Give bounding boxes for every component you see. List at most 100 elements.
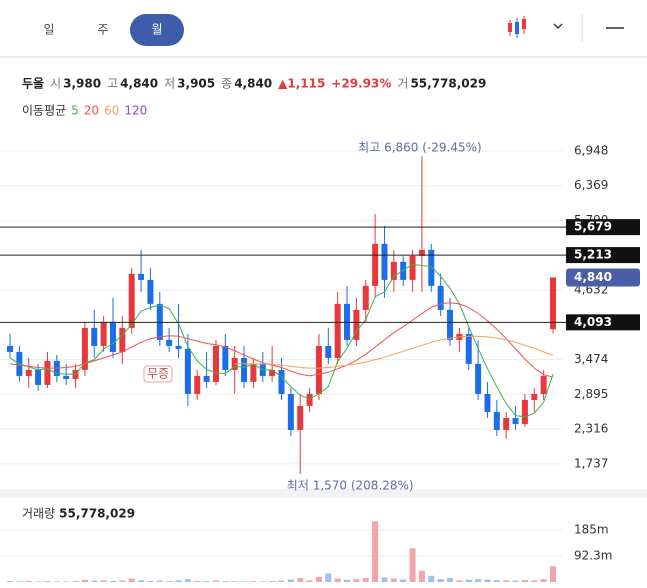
candle-body	[362, 285, 369, 310]
candle-body	[63, 375, 70, 379]
price-tag-label: 5,213	[574, 248, 612, 262]
volume-bar	[409, 548, 416, 582]
ma-legend: 20	[84, 104, 99, 118]
y-tick-label: 6,948	[574, 143, 608, 157]
candle-body	[35, 369, 42, 385]
candle-icon[interactable]	[508, 16, 526, 38]
y-tick-label: 2,895	[574, 387, 608, 401]
candle-body	[521, 399, 528, 424]
volume-bar	[287, 579, 294, 582]
ma-legend: 60	[104, 104, 119, 118]
stock-close: 4,840	[234, 77, 272, 91]
volume-tick-label: 185m	[574, 522, 609, 536]
volume-bar	[35, 581, 42, 582]
candle-body	[493, 411, 500, 430]
event-annotation-box	[143, 365, 173, 383]
candle-body	[325, 345, 332, 358]
volume-bar	[81, 579, 88, 582]
price-tag	[566, 219, 640, 236]
candle-body	[372, 243, 379, 286]
candle-body	[231, 357, 238, 370]
candle-body	[465, 333, 472, 364]
period-tab[interactable]: 월	[151, 23, 162, 37]
volume-bar	[390, 578, 397, 582]
volume-bar	[456, 580, 463, 582]
volume-bar	[250, 581, 257, 582]
volume-bar	[428, 575, 435, 582]
volume-bar	[72, 581, 79, 582]
candle-body	[306, 393, 313, 406]
event-annotation: 무증	[147, 367, 169, 381]
price-tag	[566, 247, 640, 264]
candle-body	[315, 345, 322, 394]
candle-body	[128, 273, 135, 328]
candle-body	[25, 369, 32, 376]
candle-body	[390, 261, 397, 280]
active-tab-bg	[130, 14, 184, 46]
period-tab[interactable]: 주	[97, 23, 108, 37]
pane-separator	[0, 489, 647, 498]
candle-body	[194, 375, 201, 394]
candle-body	[484, 393, 491, 412]
stock-open: 3,980	[63, 77, 101, 91]
candle-body	[184, 348, 191, 394]
price-tag-label: 4,093	[574, 315, 612, 329]
candle-body	[531, 393, 538, 400]
y-tick-label: 6,369	[574, 178, 608, 192]
candle-body	[512, 417, 519, 424]
volume-label: 거래량	[22, 507, 55, 521]
candle-body	[138, 273, 145, 280]
candle-body	[278, 369, 285, 394]
candle-body	[175, 345, 182, 349]
candle-body	[212, 345, 219, 382]
volume-bar	[372, 521, 379, 582]
volume-bar	[465, 579, 472, 582]
current-price-label: 4,840	[574, 270, 612, 284]
volume-bar	[53, 581, 60, 582]
candle-body	[147, 279, 154, 304]
volume-bar	[521, 580, 528, 582]
candle-body	[119, 327, 126, 352]
volume-bar	[184, 579, 191, 582]
stock-close-label: 종	[221, 77, 232, 91]
candle-body	[269, 369, 276, 376]
y-tick-label: 2,316	[574, 422, 608, 436]
stock-high: 4,840	[120, 77, 158, 91]
ma-line	[9, 263, 554, 418]
volume-bar	[194, 580, 201, 582]
volume-bar	[100, 580, 107, 582]
candle-body	[241, 357, 248, 382]
stock-low-label: 저	[164, 77, 175, 91]
volume-bar	[493, 580, 500, 582]
volume-bar	[212, 580, 219, 582]
candle-body	[109, 321, 116, 352]
volume-bar	[484, 579, 491, 582]
volume-bar	[381, 577, 388, 582]
ma-legend: 120	[124, 104, 147, 118]
ma-line	[9, 302, 554, 378]
high-annotation: 최고 6,860 (-29.45%)	[358, 141, 482, 155]
candle-body	[91, 327, 98, 346]
stock-high-label: 고	[107, 77, 118, 91]
volume-bar	[119, 580, 126, 582]
stock-name: 두올	[22, 77, 44, 91]
candle-body	[428, 249, 435, 286]
candle-body	[250, 363, 257, 382]
candle-body	[447, 309, 454, 340]
candle-body	[418, 249, 425, 256]
candle-body	[81, 327, 88, 370]
candle-body	[44, 360, 51, 385]
volume-bar	[531, 580, 538, 582]
candle-body	[334, 303, 341, 358]
period-tab[interactable]: 일	[43, 23, 54, 37]
volume-bar	[278, 580, 285, 582]
stock-low: 3,905	[177, 77, 215, 91]
current-price-tag	[566, 268, 640, 287]
dropdown-chevron[interactable]	[553, 23, 563, 29]
ma-legend: 5	[71, 104, 79, 118]
candle-body	[222, 345, 229, 370]
volume-bar	[437, 579, 444, 582]
volume-bar	[503, 580, 510, 582]
volume-bar	[109, 580, 116, 582]
candle-body	[503, 417, 510, 430]
